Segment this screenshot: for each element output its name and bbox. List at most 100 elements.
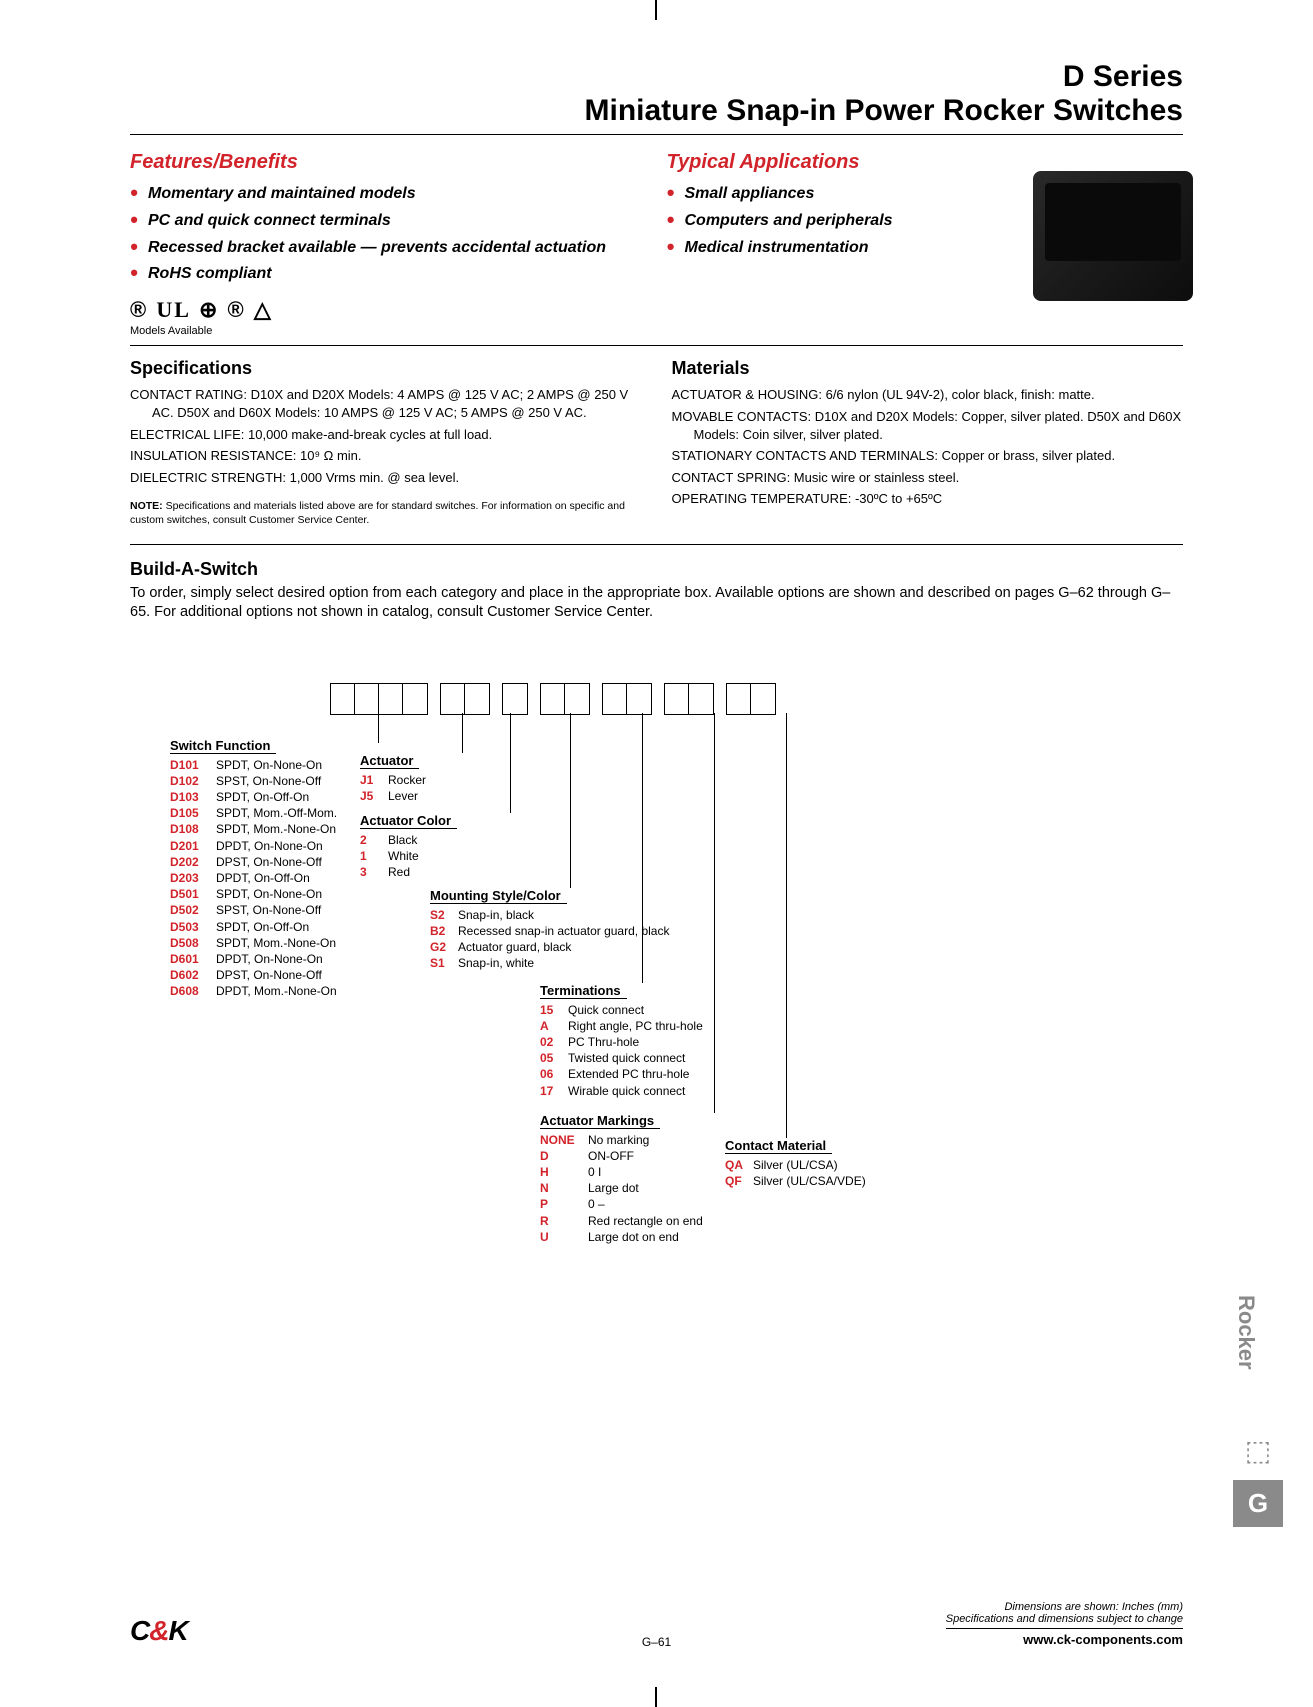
option-code: A bbox=[540, 1018, 560, 1034]
option-code: D503 bbox=[170, 919, 208, 935]
option-row: J1Rocker bbox=[360, 772, 426, 788]
option-row: 1White bbox=[360, 848, 457, 864]
option-desc: Silver (UL/CSA) bbox=[753, 1157, 838, 1173]
option-desc: DPDT, On-None-On bbox=[216, 951, 323, 967]
applications-column: Typical Applications Small appliances Co… bbox=[667, 151, 1184, 337]
option-row: 06Extended PC thru-hole bbox=[540, 1066, 703, 1082]
order-box-group bbox=[602, 683, 652, 715]
dimensions-note: Dimensions are shown: Inches (mm) bbox=[946, 1601, 1183, 1613]
option-code: D105 bbox=[170, 805, 208, 821]
connector-line bbox=[570, 713, 571, 888]
spec-item: DIELECTRIC STRENGTH: 1,000 Vrms min. @ s… bbox=[130, 469, 642, 487]
spec-item: INSULATION RESISTANCE: 10⁹ Ω min. bbox=[130, 447, 642, 465]
product-image bbox=[1033, 171, 1193, 301]
option-code: P bbox=[540, 1196, 580, 1212]
option-desc: SPDT, On-None-On bbox=[216, 886, 322, 902]
option-row: ARight angle, PC thru-hole bbox=[540, 1018, 703, 1034]
models-available-label: Models Available bbox=[130, 325, 647, 337]
material-item: OPERATING TEMPERATURE: -30ºC to +65ºC bbox=[672, 490, 1184, 508]
connector-line bbox=[378, 713, 379, 743]
option-code: 05 bbox=[540, 1050, 560, 1066]
material-item: CONTACT SPRING: Music wire or stainless … bbox=[672, 469, 1184, 487]
option-row: D203DPDT, On-Off-On bbox=[170, 870, 337, 886]
order-box bbox=[403, 684, 427, 714]
option-row: NLarge dot bbox=[540, 1180, 703, 1196]
option-row: D202DPST, On-None-Off bbox=[170, 854, 337, 870]
materials-heading: Materials bbox=[672, 356, 1184, 380]
option-code: D201 bbox=[170, 838, 208, 854]
material-item: MOVABLE CONTACTS: D10X and D20X Models: … bbox=[672, 408, 1184, 443]
switch-function-block: Switch Function D101SPDT, On-None-OnD102… bbox=[170, 738, 337, 1000]
order-box bbox=[331, 684, 355, 714]
order-box bbox=[751, 684, 775, 714]
option-row: D102SPST, On-None-Off bbox=[170, 773, 337, 789]
option-code: D103 bbox=[170, 789, 208, 805]
option-code: 15 bbox=[540, 1002, 560, 1018]
option-desc: Wirable quick connect bbox=[568, 1083, 685, 1099]
build-a-switch-intro: To order, simply select desired option f… bbox=[130, 584, 1183, 623]
features-column: Features/Benefits Momentary and maintain… bbox=[130, 151, 647, 337]
option-desc: ON-OFF bbox=[588, 1148, 634, 1164]
option-desc: DPDT, On-None-On bbox=[216, 838, 323, 854]
option-row: D101SPDT, On-None-On bbox=[170, 757, 337, 773]
option-row: D502SPST, On-None-Off bbox=[170, 902, 337, 918]
spec-note: NOTE: Specifications and materials liste… bbox=[130, 500, 642, 527]
option-code: D608 bbox=[170, 983, 208, 999]
option-code: S2 bbox=[430, 907, 450, 923]
actuator-color-block: Actuator Color 2Black1White3Red bbox=[360, 813, 457, 881]
option-row: 2Black bbox=[360, 832, 457, 848]
series-title: D Series bbox=[130, 60, 1183, 94]
feature-item: Momentary and maintained models bbox=[130, 184, 647, 205]
page-footer: C&K Dimensions are shown: Inches (mm) Sp… bbox=[130, 1615, 1183, 1647]
connector-line bbox=[462, 713, 463, 753]
option-desc: Actuator guard, black bbox=[458, 939, 571, 955]
footer-url: www.ck-components.com bbox=[946, 1628, 1183, 1647]
option-desc: Large dot on end bbox=[588, 1229, 679, 1245]
option-code: D502 bbox=[170, 902, 208, 918]
option-desc: Silver (UL/CSA/VDE) bbox=[753, 1173, 866, 1189]
category-title: Actuator Markings bbox=[540, 1113, 660, 1129]
option-desc: Twisted quick connect bbox=[568, 1050, 685, 1066]
order-boxes bbox=[330, 683, 776, 715]
option-desc: DPDT, On-Off-On bbox=[216, 870, 310, 886]
order-box bbox=[665, 684, 689, 714]
order-box-group bbox=[330, 683, 428, 715]
option-desc: Snap-in, black bbox=[458, 907, 534, 923]
spec-change-note: Specifications and dimensions subject to… bbox=[946, 1613, 1183, 1625]
option-row: 02PC Thru-hole bbox=[540, 1034, 703, 1050]
mounting-style-block: Mounting Style/Color S2Snap-in, blackB2R… bbox=[430, 888, 669, 972]
material-item: STATIONARY CONTACTS AND TERMINALS: Coppe… bbox=[672, 447, 1184, 465]
order-box bbox=[379, 684, 403, 714]
option-desc: SPDT, Mom.-None-On bbox=[216, 935, 336, 951]
option-code: D102 bbox=[170, 773, 208, 789]
option-desc: DPDT, Mom.-None-On bbox=[216, 983, 337, 999]
divider-rule bbox=[130, 345, 1183, 346]
connector-line bbox=[510, 713, 511, 813]
option-row: D608 DPDT, Mom.-None-On bbox=[170, 983, 337, 999]
contact-material-block: Contact Material QASilver (UL/CSA)QFSilv… bbox=[725, 1138, 866, 1189]
option-row: QFSilver (UL/CSA/VDE) bbox=[725, 1173, 866, 1189]
connector-line bbox=[714, 713, 715, 1113]
option-code: B2 bbox=[430, 923, 450, 939]
option-row: 05 Twisted quick connect bbox=[540, 1050, 703, 1066]
specifications-heading: Specifications bbox=[130, 356, 642, 380]
features-list: Momentary and maintained models PC and q… bbox=[130, 184, 647, 285]
order-box-group bbox=[540, 683, 590, 715]
option-code: H bbox=[540, 1164, 580, 1180]
option-code: D602 bbox=[170, 967, 208, 983]
option-row: DON-OFF bbox=[540, 1148, 703, 1164]
option-row: RRed rectangle on end bbox=[540, 1213, 703, 1229]
category-title: Switch Function bbox=[170, 738, 276, 754]
crop-mark bbox=[655, 1687, 657, 1707]
option-code: J1 bbox=[360, 772, 380, 788]
option-row: S2 Snap-in, black bbox=[430, 907, 669, 923]
actuator-block: Actuator J1RockerJ5Lever bbox=[360, 753, 426, 804]
option-row: D602DPST, On-None-Off bbox=[170, 967, 337, 983]
option-code: J5 bbox=[360, 788, 380, 804]
category-title: Actuator Color bbox=[360, 813, 457, 829]
feature-item: Recessed bracket available — prevents ac… bbox=[130, 238, 647, 259]
category-title: Terminations bbox=[540, 983, 627, 999]
side-tab-label: Rocker bbox=[1233, 1285, 1259, 1420]
option-row: 15Quick connect bbox=[540, 1002, 703, 1018]
specifications-column: Specifications CONTACT RATING: D10X and … bbox=[130, 356, 642, 527]
